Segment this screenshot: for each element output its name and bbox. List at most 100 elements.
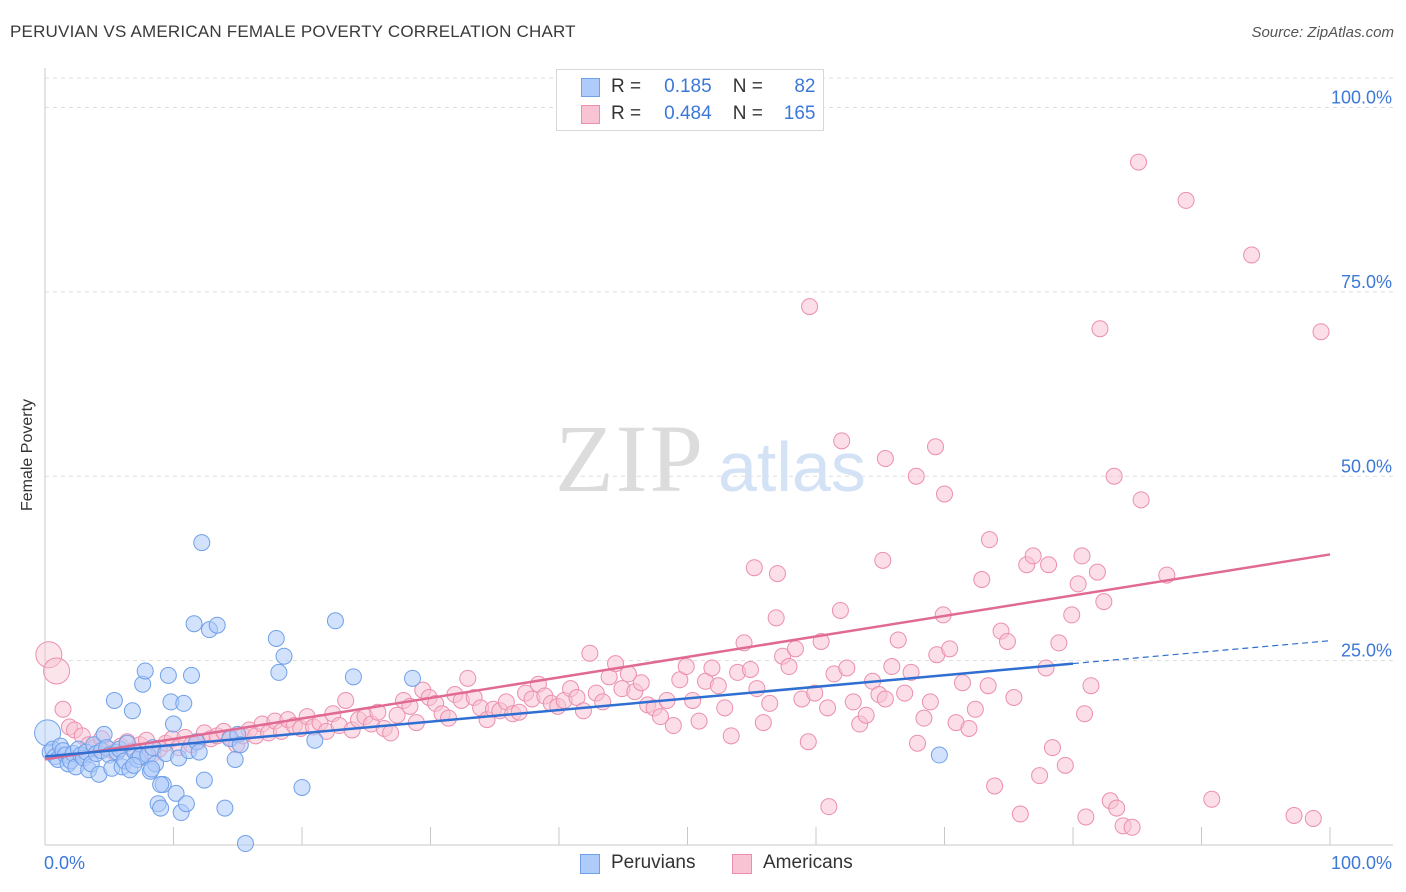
peruvian-point xyxy=(143,760,161,778)
american-point xyxy=(902,663,920,681)
peruvian-point xyxy=(165,715,182,733)
american-point xyxy=(1037,659,1055,677)
peruvian-point xyxy=(216,799,234,817)
peruvian-point xyxy=(267,630,285,647)
american-point xyxy=(907,467,925,485)
american-point xyxy=(1069,575,1087,593)
american-point xyxy=(801,298,819,316)
peruvian-point xyxy=(231,736,249,754)
american-point xyxy=(1177,191,1195,209)
peruvian-point xyxy=(136,662,154,680)
american-point xyxy=(1043,739,1061,757)
y-tick-label: 75.0% xyxy=(1341,272,1392,292)
american-point xyxy=(1005,689,1023,706)
american-point xyxy=(703,659,721,677)
american-point xyxy=(581,644,599,662)
peruvian-point xyxy=(125,756,143,774)
peruvian-point xyxy=(177,795,195,813)
y-axis-label: Female Poverty xyxy=(19,398,36,512)
peruvian-point xyxy=(195,771,213,789)
american-point xyxy=(819,699,837,717)
peruvian-point xyxy=(344,668,362,686)
american-point xyxy=(780,658,798,676)
american-point xyxy=(979,677,997,695)
legend-label: Americans xyxy=(763,852,853,873)
y-tick-label: 100.0% xyxy=(1331,88,1392,108)
american-point xyxy=(745,559,763,577)
american-point xyxy=(1312,323,1330,341)
american-point xyxy=(1024,547,1042,565)
american-point xyxy=(1130,153,1148,171)
source-credit: Source: ZipAtlas.com xyxy=(1251,24,1394,41)
peruvian-point xyxy=(208,616,226,634)
peruvian-point xyxy=(175,694,193,712)
american-point xyxy=(741,660,759,678)
r-value: 0.484 xyxy=(664,103,712,124)
american-point xyxy=(921,693,939,711)
american-point xyxy=(1132,491,1150,509)
american-point xyxy=(439,709,457,727)
american-point xyxy=(574,702,592,720)
n-value: 165 xyxy=(783,103,816,124)
peruvian-point xyxy=(152,799,170,817)
peruvians-trend-extension xyxy=(1072,640,1331,665)
american-point xyxy=(1095,593,1113,611)
y-tick-label: 25.0% xyxy=(1341,641,1392,661)
american-point xyxy=(1091,320,1109,338)
n-label: N = xyxy=(732,103,763,124)
peruvians-swatch xyxy=(580,854,600,874)
american-point xyxy=(960,719,978,737)
peruvian-point xyxy=(123,702,141,720)
peruvian-point xyxy=(293,778,311,796)
peruvian-point xyxy=(152,776,170,794)
axes xyxy=(44,68,1393,846)
american-point xyxy=(1063,606,1081,624)
x-tick-label: 100.0% xyxy=(1331,853,1392,873)
chart-title: PERUVIAN VS AMERICAN FEMALE POVERTY CORR… xyxy=(10,22,576,41)
peruvian-point xyxy=(182,666,200,684)
american-point xyxy=(831,601,849,619)
americans-swatch xyxy=(581,105,600,124)
zipatlas-watermark: ZIP atlas xyxy=(555,405,866,512)
american-point xyxy=(761,694,779,712)
american-point xyxy=(1285,807,1303,824)
american-point xyxy=(709,677,727,695)
american-point xyxy=(998,632,1016,650)
peruvian-point xyxy=(275,647,293,665)
watermark-zip: ZIP xyxy=(555,405,705,512)
american-point xyxy=(632,674,650,692)
american-point xyxy=(1011,805,1029,823)
american-point xyxy=(382,724,400,742)
american-point xyxy=(838,659,856,677)
american-point xyxy=(677,658,695,676)
peruvian-point xyxy=(326,612,344,630)
american-point xyxy=(459,669,477,687)
american-point xyxy=(820,798,838,816)
american-point xyxy=(1073,547,1091,565)
american-point xyxy=(754,714,772,732)
american-point xyxy=(1123,818,1141,836)
stats-text: R = 0.484 N = 165 xyxy=(611,103,815,125)
american-point xyxy=(876,690,894,708)
american-point xyxy=(889,631,907,649)
american-point xyxy=(874,551,892,569)
american-point xyxy=(43,657,71,685)
american-point xyxy=(748,680,766,698)
peruvian-point xyxy=(270,663,288,681)
peruvian-point xyxy=(185,615,203,633)
y-tick-label: 50.0% xyxy=(1341,456,1392,476)
american-point xyxy=(1082,677,1100,695)
peruvian-point xyxy=(236,835,254,853)
peruvian-point xyxy=(404,669,422,687)
american-point xyxy=(1203,790,1221,808)
n-value: 82 xyxy=(794,76,816,97)
american-point xyxy=(973,571,991,588)
r-label: R = xyxy=(611,103,642,124)
american-point xyxy=(896,684,914,702)
grid-lines xyxy=(45,77,1393,662)
americans-swatch xyxy=(732,854,752,874)
r-label: R = xyxy=(611,76,642,97)
american-point xyxy=(986,777,1004,795)
peruvian-point xyxy=(226,750,244,768)
